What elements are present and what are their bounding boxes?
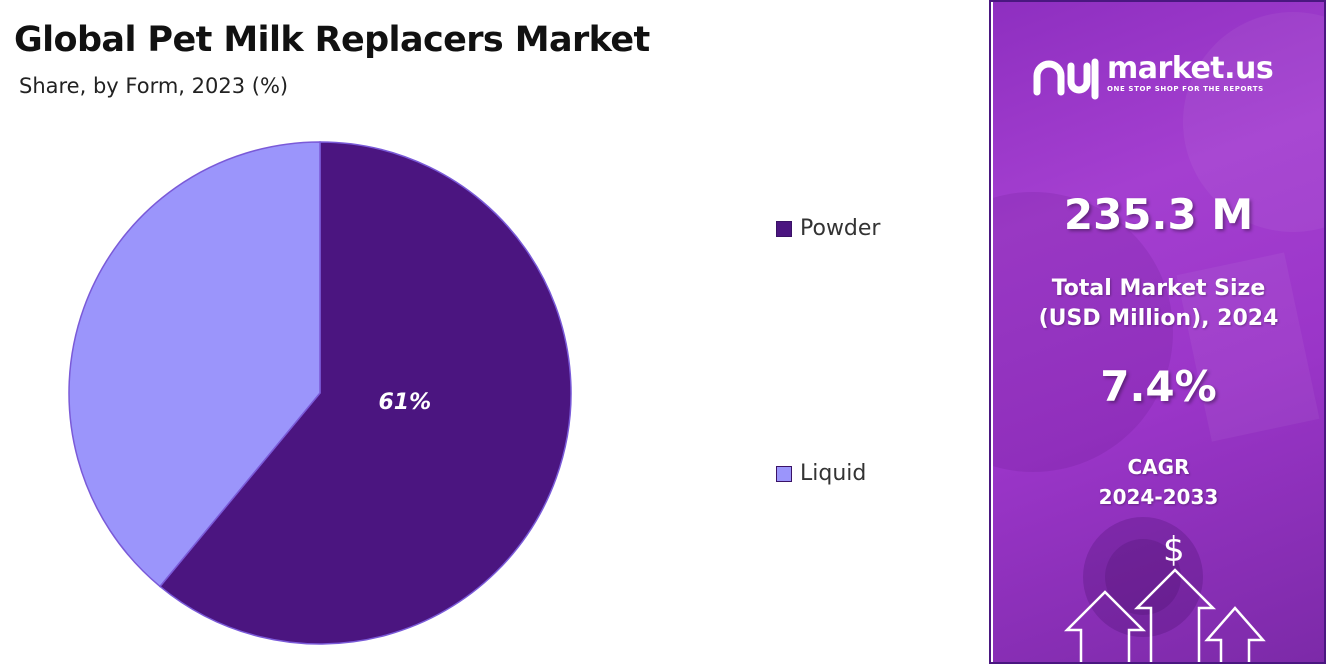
brand-tagline: ONE STOP SHOP FOR THE REPORTS bbox=[1107, 85, 1264, 93]
pie-chart: 61% bbox=[68, 141, 572, 645]
market-size-value: 235.3 M bbox=[1063, 190, 1254, 239]
brand-name: market.us bbox=[1107, 51, 1274, 86]
legend-swatch-liquid bbox=[776, 465, 792, 482]
market-size-label-line2: (USD Million), 2024 bbox=[1038, 306, 1279, 331]
chart-title: Global Pet Milk Replacers Market bbox=[14, 20, 650, 60]
summary-sidebar: market.us ONE STOP SHOP FOR THE REPORTS … bbox=[993, 2, 1324, 662]
market-us-logo: market.us ONE STOP SHOP FOR THE REPORTS bbox=[1033, 51, 1274, 104]
market-size-label-line1: Total Market Size bbox=[1051, 276, 1266, 301]
cagr-label: CAGR 2024-2033 bbox=[993, 452, 1324, 512]
cagr-label-line2: 2024-2033 bbox=[1098, 485, 1219, 509]
market-us-logo-icon bbox=[1033, 58, 1099, 100]
chart-subtitle: Share, by Form, 2023 (%) bbox=[19, 74, 289, 98]
growth-arrows-icon bbox=[1063, 568, 1266, 662]
cagr-value: 7.4% bbox=[1100, 362, 1217, 411]
market-size-label: Total Market Size (USD Million), 2024 bbox=[993, 274, 1324, 334]
dollar-icon: $ bbox=[1163, 530, 1185, 570]
legend-swatch-powder bbox=[776, 220, 792, 237]
legend-label-powder: Powder bbox=[800, 216, 881, 241]
cagr-label-line1: CAGR bbox=[1127, 455, 1190, 479]
legend-item-powder: Powder bbox=[776, 216, 880, 241]
legend-label-liquid: Liquid bbox=[800, 461, 867, 486]
pie-slice-liquid bbox=[68, 141, 321, 588]
pie-label-powder: 61% bbox=[378, 390, 431, 415]
legend-item-liquid: Liquid bbox=[776, 461, 866, 486]
pie-slice-powder bbox=[158, 141, 572, 645]
chart-panel: Global Pet Milk Replacers Market Share, … bbox=[14, 0, 991, 664]
background-decoration bbox=[993, 12, 1324, 637]
